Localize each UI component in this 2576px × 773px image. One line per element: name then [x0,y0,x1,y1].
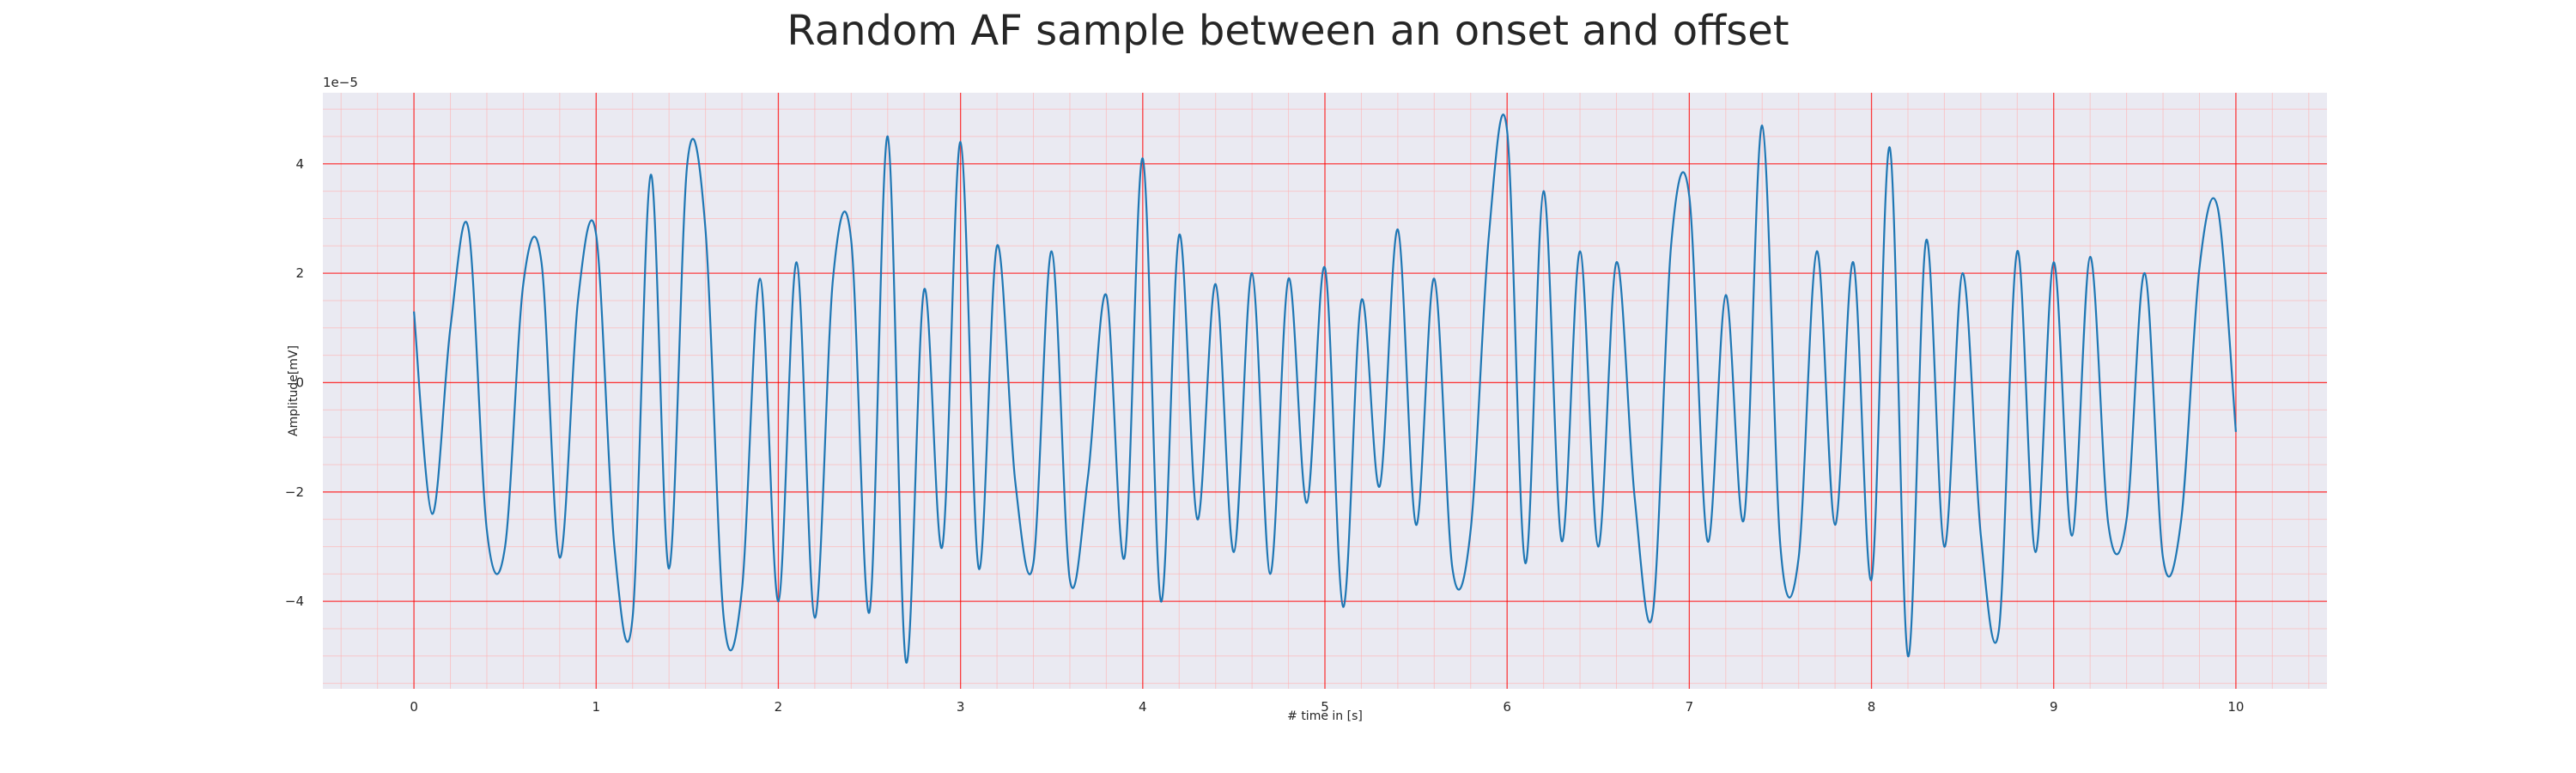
y-axis-ticks: −4 −2 0 2 4 [285,156,304,609]
x-tick-label: 9 [2050,699,2058,715]
signal-line [413,113,2237,664]
x-axis-label: # time in [s] [1287,709,1363,723]
x-axis-ticks: 0 1 2 3 4 5 6 7 8 9 10 [410,699,2244,715]
x-tick-label: 5 [1321,699,1329,715]
x-tick-label: 3 [957,699,965,715]
y-offset-label: 1e−5 [323,75,358,90]
x-tick-label: 4 [1139,699,1147,715]
y-tick-label: −4 [285,593,304,609]
x-tick-label: 8 [1868,699,1876,715]
chart-title: Random AF sample between an onset and of… [787,7,1789,55]
y-tick-label: 4 [295,156,304,172]
y-tick-label: −2 [285,484,304,500]
x-tick-label: 6 [1503,699,1511,715]
x-tick-label: 10 [2227,699,2244,715]
x-tick-label: 0 [410,699,418,715]
x-tick-label: 7 [1686,699,1694,715]
y-tick-label: 2 [295,265,304,281]
x-tick-label: 1 [592,699,600,715]
y-axis-label: Amplitude[mV] [287,345,301,436]
x-tick-label: 2 [775,699,783,715]
y-tick-label: 0 [295,374,304,390]
